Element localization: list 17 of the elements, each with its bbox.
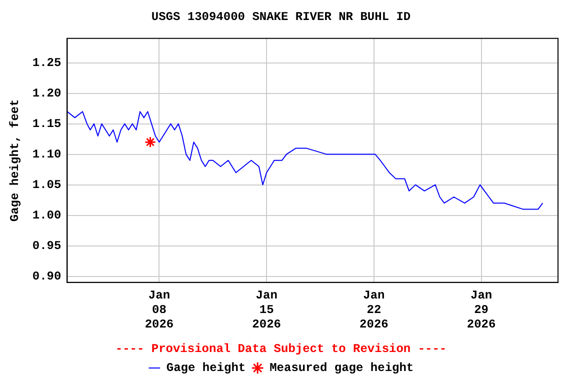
y-tick-label: 1.00	[32, 208, 62, 222]
x-tick-label: Jan 29 2026	[466, 288, 496, 332]
x-tick-label: Jan 15 2026	[252, 288, 281, 332]
y-tick-label: 1.10	[32, 147, 62, 162]
y-tick-label: 1.20	[32, 86, 62, 100]
legend-label: Gage height	[166, 361, 246, 376]
x-tick-label: Jan 22 2026	[360, 288, 388, 332]
y-axis-title: Gage height, feet	[8, 99, 22, 222]
y-tick-label: 0.95	[32, 238, 62, 253]
y-tick-label: 1.15	[32, 116, 62, 131]
x-tick-label: Jan 08 2026	[144, 288, 174, 332]
y-tick-label: 0.90	[32, 269, 62, 284]
y-tick-label: 1.05	[32, 178, 62, 192]
legend-label: Measured gage height	[270, 361, 414, 376]
text: ---- Provisional Data Subject to Revision ----	[115, 342, 447, 356]
y-tick-label: 1.25	[32, 56, 62, 70]
chart-title: USGS 13094000 SNAKE RIVER NR BUHL ID	[151, 10, 411, 24]
